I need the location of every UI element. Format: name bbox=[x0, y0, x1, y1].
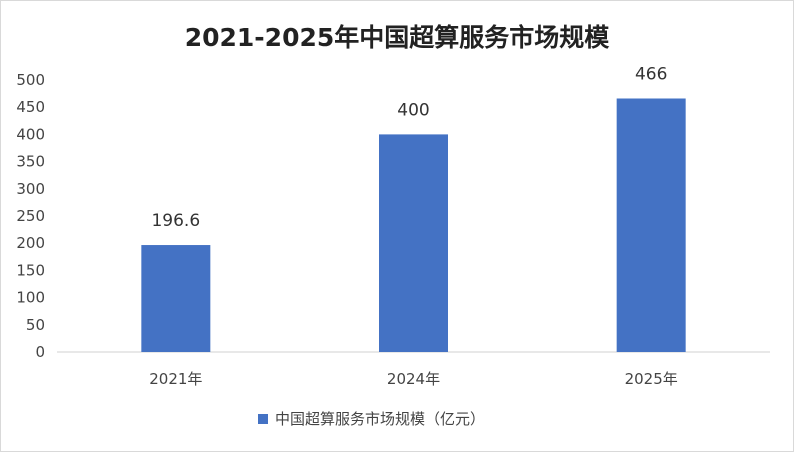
y-tick-label: 200 bbox=[16, 234, 45, 252]
x-tick-label: 2025年 bbox=[625, 370, 678, 388]
y-tick-label: 50 bbox=[26, 316, 45, 334]
y-tick-label: 0 bbox=[35, 343, 45, 361]
bar bbox=[141, 245, 211, 352]
data-label: 466 bbox=[635, 64, 667, 84]
bar bbox=[616, 98, 686, 352]
bar bbox=[379, 134, 448, 352]
data-label: 400 bbox=[397, 100, 429, 120]
y-tick-label: 300 bbox=[16, 180, 45, 198]
legend: 中国超算服务市场规模（亿元） bbox=[258, 410, 485, 428]
legend-swatch bbox=[258, 414, 268, 424]
data-label: 196.6 bbox=[151, 211, 200, 231]
y-tick-label: 150 bbox=[16, 261, 45, 279]
y-tick-label: 500 bbox=[16, 71, 45, 89]
x-tick-label: 2021年 bbox=[149, 370, 202, 388]
y-tick-label: 350 bbox=[16, 153, 45, 171]
bars: 196.6 2021年 400 2024年 466 2025年 bbox=[141, 64, 686, 388]
legend-label: 中国超算服务市场规模（亿元） bbox=[275, 410, 485, 428]
chart-title: 2021-2025年中国超算服务市场规模 bbox=[185, 23, 611, 52]
x-tick-label: 2024年 bbox=[387, 370, 440, 388]
y-tick-label: 400 bbox=[16, 125, 45, 143]
y-tick-label: 250 bbox=[16, 207, 45, 225]
y-axis: 0 50 100 150 200 250 300 350 400 450 500 bbox=[16, 71, 45, 361]
y-tick-label: 100 bbox=[16, 289, 45, 307]
y-tick-label: 450 bbox=[16, 98, 45, 116]
